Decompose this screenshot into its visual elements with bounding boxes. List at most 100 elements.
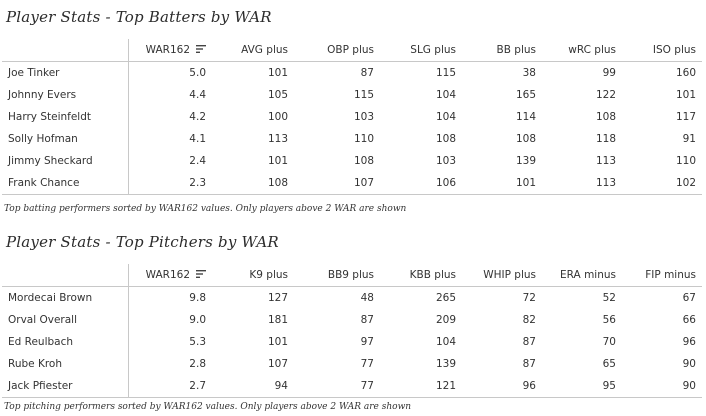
- stat-cell: 87: [360, 314, 374, 326]
- player-name: Orval Overall: [2, 309, 129, 331]
- stat-cell: 90: [682, 358, 696, 370]
- stat-cell: 101: [267, 67, 288, 79]
- stat-cell: 117: [675, 111, 696, 123]
- stat-cell: 209: [435, 314, 456, 326]
- stat-cell: 4.1: [189, 133, 206, 145]
- stat-cell: 105: [267, 89, 288, 101]
- table-row: Ed Reulbach 5.3 101 97 104 87 70 96: [2, 331, 702, 353]
- stat-cell: 101: [267, 155, 288, 167]
- column-header-label: WAR162: [145, 269, 190, 281]
- stat-cell: 87: [522, 358, 536, 370]
- stat-cell: 52: [602, 292, 616, 304]
- stat-cell: 106: [380, 172, 462, 195]
- table-row: Frank Chance 2.3 108 107 106 101 113 102: [2, 172, 702, 195]
- table-row: Solly Hofman 4.1 113 110 108 108 118 91: [2, 128, 702, 150]
- stat-cell: 108: [353, 155, 374, 167]
- column-header-label: WAR162: [145, 44, 190, 56]
- stat-cell: 66: [682, 314, 696, 326]
- stat-cell: 114: [515, 111, 536, 123]
- stat-cell: 77: [360, 358, 374, 370]
- stat-cell: 77: [294, 375, 380, 398]
- pitchers-col-kbb-plus[interactable]: KBB plus: [380, 264, 462, 287]
- stat-cell: 113: [267, 133, 288, 145]
- stat-cell: 94: [212, 375, 294, 398]
- pitchers-col-fip-minus[interactable]: FIP minus: [622, 264, 702, 287]
- batters-col-bb-plus[interactable]: BB plus: [462, 39, 542, 62]
- player-name: Harry Steinfeldt: [2, 106, 129, 128]
- stat-cell: 160: [675, 67, 696, 79]
- stat-cell: 100: [267, 111, 288, 123]
- sort-descending-icon[interactable]: [196, 270, 206, 278]
- pitchers-col-war162[interactable]: WAR162: [128, 264, 212, 287]
- player-name: Solly Hofman: [2, 128, 129, 150]
- stat-cell: 115: [435, 67, 456, 79]
- stat-cell: 165: [515, 89, 536, 101]
- batters-col-iso-plus[interactable]: ISO plus: [622, 39, 702, 62]
- stat-cell: 96: [682, 336, 696, 348]
- player-name: Jack Pfiester: [2, 375, 129, 398]
- player-name: Joe Tinker: [2, 61, 129, 84]
- stat-cell: 95: [542, 375, 622, 398]
- stat-cell: 67: [682, 292, 696, 304]
- stat-cell: 115: [353, 89, 374, 101]
- stat-cell: 110: [353, 133, 374, 145]
- stat-cell: 139: [435, 358, 456, 370]
- batters-col-avg-plus[interactable]: AVG plus: [212, 39, 294, 62]
- stat-cell: 99: [602, 67, 616, 79]
- stat-cell: 110: [675, 155, 696, 167]
- stat-cell: 2.8: [189, 358, 206, 370]
- batters-col-wrc-plus[interactable]: wRC plus: [542, 39, 622, 62]
- pitchers-col-k9-plus[interactable]: K9 plus: [212, 264, 294, 287]
- stat-cell: 107: [267, 358, 288, 370]
- stat-cell: 265: [435, 292, 456, 304]
- batters-col-war162[interactable]: WAR162: [128, 39, 212, 62]
- stat-cell: 108: [212, 172, 294, 195]
- player-name: Rube Kroh: [2, 353, 129, 375]
- stat-cell: 2.3: [128, 172, 212, 195]
- stat-cell: 97: [360, 336, 374, 348]
- table-row: Mordecai Brown 9.8 127 48 265 72 52 67: [2, 286, 702, 309]
- stat-cell: 91: [682, 133, 696, 145]
- table-row: Rube Kroh 2.8 107 77 139 87 65 90: [2, 353, 702, 375]
- stat-cell: 5.0: [189, 67, 206, 79]
- pitchers-title: Player Stats - Top Pitchers by WAR: [6, 233, 279, 251]
- stat-cell: 56: [602, 314, 616, 326]
- stat-cell: 70: [602, 336, 616, 348]
- stat-cell: 104: [435, 89, 456, 101]
- pitchers-col-era-minus[interactable]: ERA minus: [542, 264, 622, 287]
- batters-col-slg-plus[interactable]: SLG plus: [380, 39, 462, 62]
- stat-cell: 5.3: [189, 336, 206, 348]
- stat-cell: 121: [380, 375, 462, 398]
- batters-table: WAR162 AVG plus OBP plus SLG plus BB plu…: [2, 39, 702, 195]
- sort-descending-icon[interactable]: [196, 45, 206, 53]
- stat-cell: 101: [675, 89, 696, 101]
- pitchers-name-header: [2, 264, 129, 287]
- stat-cell: 4.2: [189, 111, 206, 123]
- stat-cell: 104: [435, 111, 456, 123]
- pitchers-col-whip-plus[interactable]: WHIP plus: [462, 264, 542, 287]
- table-row: Johnny Evers 4.4 105 115 104 165 122 101: [2, 84, 702, 106]
- pitchers-col-bb9-plus[interactable]: BB9 plus: [294, 264, 380, 287]
- batters-col-obp-plus[interactable]: OBP plus: [294, 39, 380, 62]
- stat-cell: 139: [515, 155, 536, 167]
- pitchers-header-row: WAR162 K9 plus BB9 plus KBB plus WHIP pl…: [2, 264, 702, 287]
- stat-cell: 90: [622, 375, 702, 398]
- player-name: Frank Chance: [2, 172, 129, 195]
- stat-cell: 38: [522, 67, 536, 79]
- table-row: Jack Pfiester 2.7 94 77 121 96 95 90: [2, 375, 702, 398]
- stat-cell: 113: [542, 172, 622, 195]
- table-row: Orval Overall 9.0 181 87 209 82 56 66: [2, 309, 702, 331]
- stat-cell: 102: [622, 172, 702, 195]
- stat-cell: 122: [595, 89, 616, 101]
- player-name: Mordecai Brown: [2, 286, 129, 309]
- stat-cell: 87: [360, 67, 374, 79]
- stat-cell: 9.0: [189, 314, 206, 326]
- stat-cell: 113: [595, 155, 616, 167]
- pitchers-caption: Top pitching performers sorted by WAR162…: [4, 402, 412, 412]
- stat-cell: 107: [294, 172, 380, 195]
- table-row: Harry Steinfeldt 4.2 100 103 104 114 108…: [2, 106, 702, 128]
- stat-cell: 65: [602, 358, 616, 370]
- stat-cell: 72: [522, 292, 536, 304]
- stat-cell: 9.8: [189, 292, 206, 304]
- batters-caption: Top batting performers sorted by WAR162 …: [4, 204, 407, 214]
